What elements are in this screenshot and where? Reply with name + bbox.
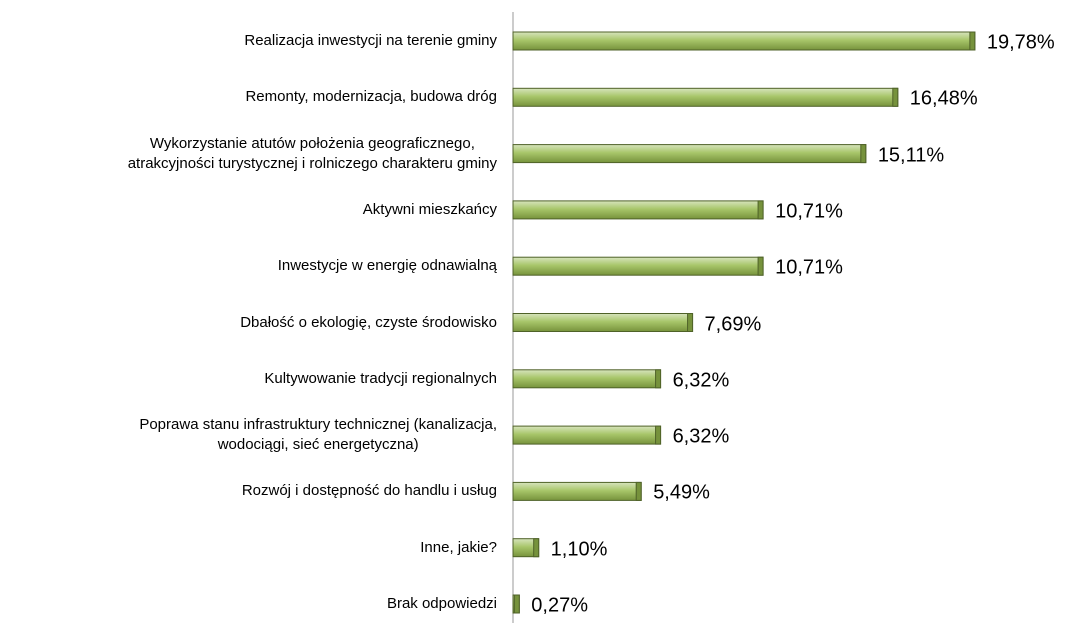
- value-label: 0,27%: [531, 594, 589, 617]
- category-label: Rozwój i dostępność do handlu i usług: [241, 482, 497, 500]
- value-label: 10,71%: [775, 256, 843, 279]
- bar: [512, 87, 899, 107]
- bar-end: [533, 538, 540, 558]
- category-label: Aktywni mieszkańcy: [362, 200, 497, 218]
- category-label: Inne, jakie?: [420, 538, 497, 556]
- bar-end: [655, 369, 662, 389]
- bar: [512, 256, 764, 276]
- bar: [512, 481, 642, 501]
- value-label: 1,10%: [550, 538, 608, 561]
- bar: [512, 369, 662, 389]
- bar: [512, 313, 694, 332]
- value-label: 16,48%: [909, 87, 978, 110]
- category-label: Brak odpowiedzi: [386, 595, 497, 612]
- value-label: 5,49%: [653, 481, 710, 504]
- bar: [512, 144, 867, 164]
- bar-end: [513, 594, 520, 614]
- category-label: Inwestycje w energię odnawialną: [277, 257, 497, 275]
- value-label: 19,78%: [986, 31, 1055, 54]
- bar-end: [687, 313, 694, 332]
- category-label: Kultywowanie tradycji regionalnych: [264, 369, 497, 387]
- bar: [512, 200, 764, 220]
- category-label: Remonty, modernizacja, budowa dróg: [245, 88, 497, 106]
- bar: [512, 425, 662, 445]
- value-label: 7,69%: [704, 313, 762, 335]
- value-label: 6,32%: [672, 369, 730, 392]
- bar-end: [655, 425, 662, 445]
- bar-end: [757, 200, 764, 220]
- category-label: Wykorzystanie atutów położenia geografic…: [127, 134, 497, 172]
- bar-end: [860, 144, 867, 164]
- bar-end: [892, 87, 899, 107]
- value-label: 15,11%: [877, 144, 945, 167]
- value-label: 10,71%: [775, 200, 843, 223]
- category-label: Poprawa stanu infrastruktury technicznej…: [139, 416, 497, 454]
- bar-end: [757, 256, 764, 276]
- bar-end: [969, 31, 976, 51]
- category-label: Dbałość o ekologię, czyste środowisko: [240, 313, 497, 331]
- bar-end: [635, 481, 642, 501]
- value-label: 6,32%: [672, 425, 730, 448]
- bar: [512, 31, 976, 51]
- category-label: Realizacja inwestycji na terenie gminy: [244, 32, 497, 49]
